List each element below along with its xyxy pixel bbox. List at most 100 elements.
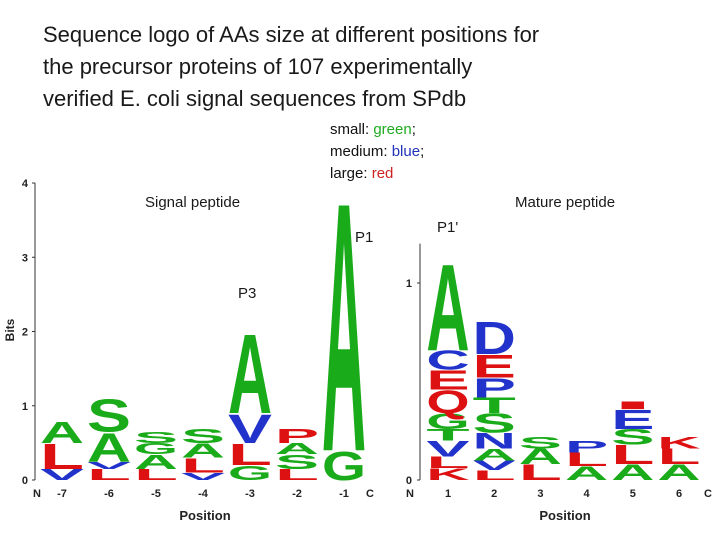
logo-letter: L [519,460,562,484]
legend-item: small: green; [330,121,416,138]
y-tick-label: 3 [22,252,28,264]
logo-letter: A [181,439,225,462]
logo-letter: P [275,425,319,448]
logo-letter: K [426,465,469,483]
legend-label: small: [330,121,369,138]
legend-word: blue [392,143,420,160]
x-tick-label: C [366,488,374,500]
x-tick-label: 4 [584,488,591,500]
x-tick-label: C [704,488,712,500]
logo-letter: A [473,446,516,464]
logo-letter: L [565,449,608,470]
logo-letter: A [657,460,700,484]
x-tick-label: 6 [676,488,682,500]
logo-letter: V [228,406,272,452]
x-tick-label: N [406,488,414,500]
logo-letter: A [87,425,131,471]
logo-letter: K [657,434,700,452]
legend-end: ; [412,121,416,138]
logo-letter: E [473,348,516,385]
x-tick-label: -3 [245,488,255,500]
logo-letter: L [134,466,178,483]
logo-letter: S [181,425,225,448]
legend-word: red [372,165,394,182]
logo-letter: L [275,466,319,483]
logo-letter: P [473,373,516,404]
x-tick-label: -4 [198,488,209,500]
logo-letter: L [87,466,131,483]
logo-letter: A [611,460,654,484]
logo-letter: I [611,399,654,411]
logo-letter: T [426,426,469,444]
logo-letter: L [426,454,469,472]
logo-letter: V [473,458,517,473]
logo-letter: A [426,238,469,376]
x-tick-label: -5 [151,488,161,500]
logo-letter: N [473,429,516,453]
logo-letter: L [611,440,654,471]
x-tick-label: -1 [339,488,349,500]
y-tick-label: 1 [406,278,412,290]
x-tick-label: -6 [104,488,114,500]
logo-letter: G [134,440,178,457]
x-axis-label: Position [539,508,590,523]
logo-letter: G [228,462,272,485]
logo-letter: A [134,451,178,474]
x-tick-label: 1 [445,488,451,500]
y-tick-label: 0 [406,475,412,487]
x-tick-label: 3 [537,488,543,500]
annotation: P1' [437,219,458,236]
logo-letter: A [275,440,319,457]
logo-letter: S [275,451,319,474]
logo-letter: S [473,408,516,439]
logo-letter: D [473,312,516,364]
logo-letter: S [519,434,562,452]
logo-letter: S [611,425,654,449]
logo-letter: G [426,409,469,433]
annotation: P1 [355,229,373,246]
logo-letter: V [426,437,469,461]
annotation: P3 [238,285,256,302]
annotation: Signal peptide [145,194,240,211]
legend-label: medium: [330,143,388,160]
y-tick-label: 4 [22,178,29,190]
logo-letter: L [473,468,516,483]
y-tick-label: 2 [22,327,28,339]
logo-letter: V [181,471,225,482]
logo-letter: G [322,443,366,489]
logo-letter: C [426,345,469,376]
logo-letter: E [611,404,654,435]
logo-letter: L [228,437,272,472]
logo-letter: Q [426,383,469,420]
logo-letter: S [134,429,178,446]
legend-end: ; [420,143,424,160]
logo-letter: A [228,310,272,437]
logo-letter: E [426,365,469,396]
x-tick-label: -2 [292,488,302,500]
legend-item: medium: blue; [330,143,424,160]
logo-letter: L [657,445,700,469]
legend-item: large: red [330,165,393,182]
logo-letter: S [87,389,131,441]
x-tick-label: -7 [57,488,67,500]
title-line: verified E. coli signal sequences from S… [43,86,466,111]
x-tick-label: N [33,488,41,500]
logo-letter: V [87,460,131,471]
x-tick-label: 5 [630,488,636,500]
logo-letter: A [519,445,562,469]
logo-letter: L [181,454,225,477]
logo-letter: A [322,129,366,527]
y-tick-label: 0 [22,475,28,487]
title-line: Sequence logo of AAs size at different p… [43,22,539,47]
x-tick-label: 2 [491,488,497,500]
y-tick-label: 1 [22,401,28,413]
annotation: Mature peptide [515,194,615,211]
logo-letter: V [40,466,84,483]
logo-letter: T [473,393,516,417]
logo-letter: A [565,463,608,484]
legend-label: large: [330,165,368,182]
logo-letter: P [565,438,608,456]
y-axis-label: Bits [3,318,17,341]
x-axis-label: Position [179,508,230,523]
